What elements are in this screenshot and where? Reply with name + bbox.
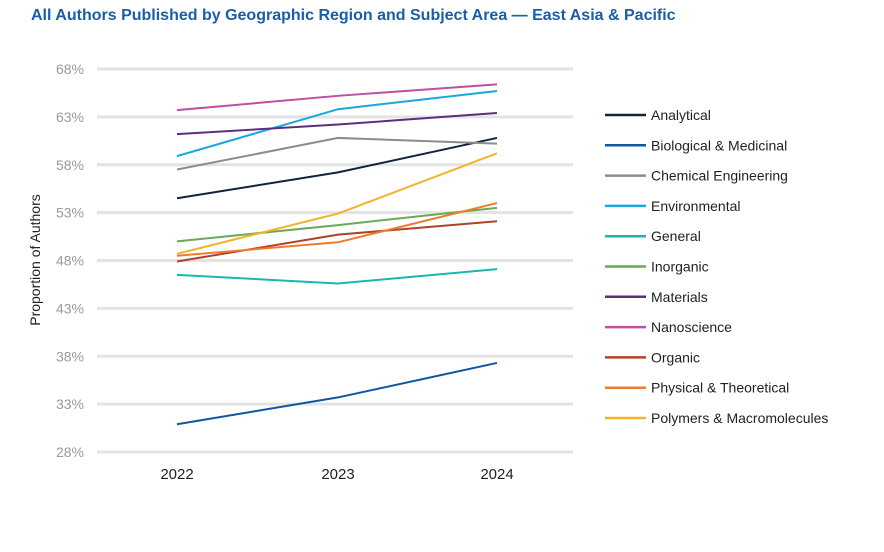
series-line-inorganic bbox=[176, 206, 498, 243]
x-tick-label: 2022 bbox=[160, 466, 193, 483]
legend-label: Physical & Theoretical bbox=[651, 380, 789, 396]
y-tick-label: 63% bbox=[56, 109, 84, 125]
series-line-chemical-engineering bbox=[176, 136, 498, 171]
y-tick-label: 28% bbox=[56, 444, 84, 460]
y-tick-label: 53% bbox=[56, 205, 84, 221]
y-tick-label: 38% bbox=[56, 348, 84, 364]
y-tick-label: 68% bbox=[56, 61, 84, 77]
series-line-general bbox=[176, 268, 498, 285]
x-tick-label: 2024 bbox=[480, 466, 513, 483]
legend-label: Organic bbox=[651, 349, 700, 365]
legend-label: Analytical bbox=[651, 107, 711, 123]
legend-label: Polymers & Macromolecules bbox=[651, 410, 828, 426]
series-line-organic bbox=[176, 220, 498, 263]
legend-label: Environmental bbox=[651, 198, 741, 214]
series-line-polymers-macromolecules bbox=[176, 152, 498, 255]
series-line-physical-theoretical bbox=[176, 202, 498, 257]
y-tick-label: 43% bbox=[56, 300, 84, 316]
legend-label: Nanoscience bbox=[651, 319, 732, 335]
legend-label: Materials bbox=[651, 289, 708, 305]
y-tick-label: 33% bbox=[56, 396, 84, 412]
series-line-environmental bbox=[176, 90, 498, 158]
series-line-nanoscience bbox=[176, 83, 498, 112]
series-line-analytical bbox=[176, 136, 498, 200]
legend-label: Biological & Medicinal bbox=[651, 137, 787, 153]
legend-label: General bbox=[651, 228, 701, 244]
y-axis-label: Proportion of Authors bbox=[27, 194, 43, 326]
y-tick-label: 58% bbox=[56, 157, 84, 173]
x-tick-label: 2023 bbox=[321, 466, 354, 483]
chart-title: All Authors Published by Geographic Regi… bbox=[31, 7, 676, 24]
series-line-materials bbox=[176, 112, 498, 136]
legend-label: Inorganic bbox=[651, 259, 709, 275]
series-line-biological-medicinal bbox=[176, 361, 498, 426]
legend-label: Chemical Engineering bbox=[651, 168, 788, 184]
y-tick-label: 48% bbox=[56, 253, 84, 269]
